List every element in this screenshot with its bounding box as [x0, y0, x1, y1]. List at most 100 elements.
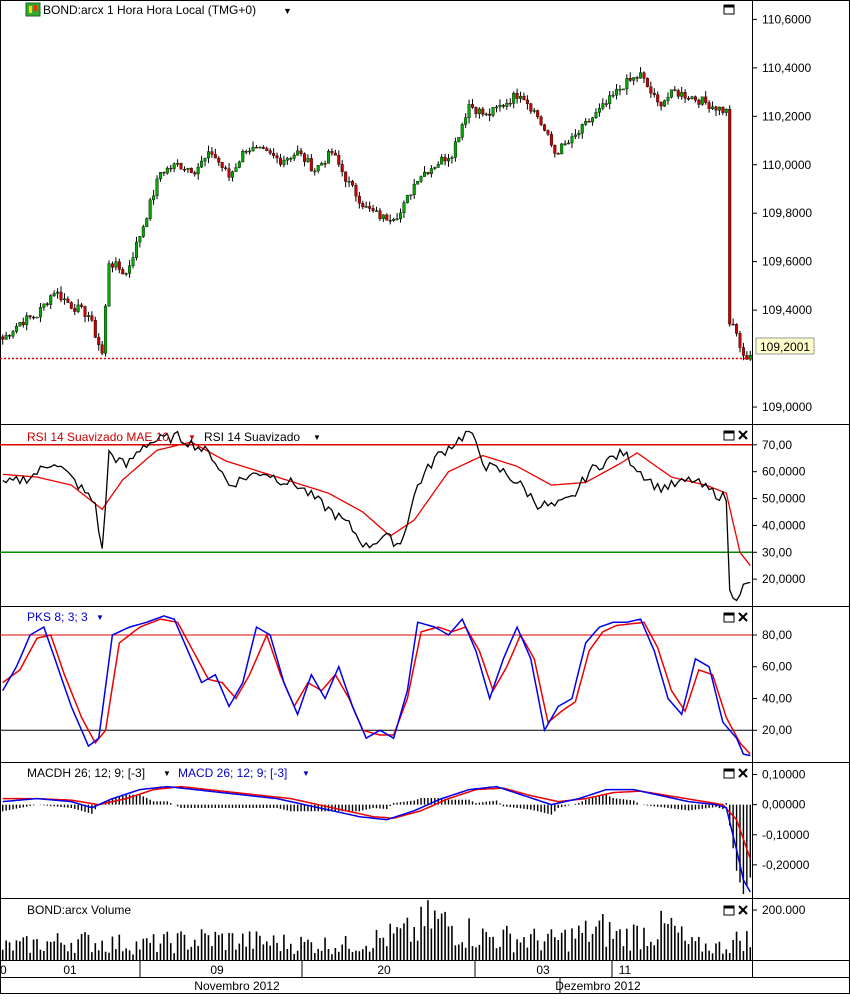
candle [97, 333, 101, 351]
maximize-icon[interactable] [723, 768, 735, 779]
candle-body [611, 94, 615, 97]
candle-body [104, 305, 108, 354]
rsi-panel[interactable]: RSI 14 Suavizado MAE 10 ▼ RSI 14 Suaviza… [0, 430, 806, 602]
candle [124, 272, 128, 277]
pks-panel-header[interactable]: PKS 8; 3; 3 ▼ [27, 610, 104, 624]
candle-body [450, 157, 454, 159]
close-stroke [738, 768, 748, 778]
volume-panel-controls[interactable] [723, 905, 748, 916]
candle [45, 302, 49, 307]
macd-title[interactable]: MACD 26; 12; 9; [-3] [178, 766, 287, 780]
price-panel-header[interactable]: BOND:arcx 1 Hora Hora Local (TMG+0) ▼ [25, 2, 292, 17]
candle [292, 152, 296, 162]
time-axis[interactable]: 01 09 20 03 11 0 Novembro 2012 Dezembro 2012 [0, 961, 641, 994]
rsi-panel-controls[interactable] [723, 430, 748, 441]
candle-body [392, 219, 396, 221]
candle-body [289, 158, 293, 160]
candle [676, 88, 680, 99]
candle-body [302, 153, 306, 162]
volume-title[interactable]: BOND:arcx Volume [27, 903, 131, 917]
candle [532, 107, 536, 114]
candle [628, 72, 632, 82]
close-icon[interactable] [738, 905, 748, 915]
candle-body [158, 172, 162, 180]
macd-panel[interactable]: MACDH 26; 12; 9; [-3] ▼ MACD 26; 12; 9; … [2, 766, 810, 895]
candle [302, 152, 306, 167]
candle-body [148, 199, 152, 219]
candle-body [560, 143, 564, 155]
candle [642, 71, 646, 84]
candle [145, 217, 149, 228]
macd-histogram-title[interactable]: MACDH 26; 12; 9; [-3] [27, 766, 145, 780]
candle [443, 153, 447, 166]
pks-title[interactable]: PKS 8; 3; 3 [27, 610, 88, 624]
candle-body [76, 304, 80, 312]
candle-body [42, 303, 46, 308]
candle-body [488, 113, 492, 116]
candle-body [97, 337, 101, 346]
candle-body [272, 152, 276, 156]
chevron-down-icon[interactable]: ▼ [96, 613, 104, 622]
candle [491, 107, 495, 118]
chevron-down-icon[interactable]: ▼ [302, 769, 310, 778]
candle [683, 89, 687, 103]
chevron-down-icon[interactable]: ▼ [163, 769, 171, 778]
candle-body [388, 220, 392, 222]
macd-panel-header[interactable]: MACDH 26; 12; 9; [-3] ▼ MACD 26; 12; 9; … [27, 766, 310, 780]
candle-body [248, 150, 252, 153]
candle [285, 156, 289, 165]
pks-panel[interactable]: PKS 8; 3; 3 ▼ 80,00 60,00 40,00 20,00 [0, 610, 792, 757]
candle-body [49, 295, 53, 305]
candle-body [649, 86, 653, 94]
close-icon[interactable] [738, 612, 748, 622]
price-y-tick-label: 109,8000 [762, 206, 812, 220]
candle [381, 214, 385, 222]
candle-body [676, 90, 680, 97]
candle-body [155, 178, 159, 197]
last-price-label: 109,2001 [760, 340, 810, 354]
candle [440, 154, 444, 165]
volume-bars [1, 900, 752, 960]
pks-panel-controls[interactable] [723, 612, 748, 623]
candle-body [344, 171, 348, 182]
candle [110, 261, 114, 273]
candle [508, 98, 512, 107]
macd-panel-controls[interactable] [723, 768, 748, 779]
rsi-y-tick-label: 60,0000 [762, 465, 806, 479]
volume-panel[interactable]: BOND:arcx Volume 200.000 [1, 900, 806, 960]
rsi-y-tick-label: 20,0000 [762, 572, 806, 586]
candle [673, 85, 677, 92]
pks-y-tick-label: 60,00 [762, 660, 792, 674]
candle [134, 236, 138, 261]
close-icon[interactable] [738, 430, 748, 440]
maximize-icon[interactable] [723, 430, 735, 441]
rsi-panel-header[interactable]: RSI 14 Suavizado MAE 10 ▼ RSI 14 Suaviza… [27, 430, 321, 444]
candle [738, 330, 742, 353]
rsi-main-title[interactable]: RSI 14 Suavizado [204, 430, 300, 444]
candle-body [361, 203, 365, 208]
macd-histogram [2, 794, 751, 895]
candle-body [282, 159, 286, 165]
candle-body [326, 151, 330, 164]
price-panel[interactable]: BOND:arcx 1 Hora Hora Local (TMG+0) ▼ 11… [0, 2, 815, 414]
rsi-average-line [2, 441, 751, 567]
candle-body [1, 336, 5, 340]
chevron-down-icon[interactable]: ▼ [313, 433, 321, 442]
candle [450, 155, 454, 164]
candle-body [296, 150, 300, 156]
candle [471, 98, 475, 109]
chevron-down-icon[interactable]: ▼ [283, 6, 292, 16]
chevron-down-icon[interactable]: ▼ [188, 433, 196, 442]
price-panel-title[interactable]: BOND:arcx 1 Hora Hora Local (TMG+0) [43, 3, 256, 17]
volume-panel-header[interactable]: BOND:arcx Volume [27, 903, 131, 917]
candle [745, 351, 749, 360]
rsi-average-title[interactable]: RSI 14 Suavizado MAE 10 [27, 430, 169, 444]
maximize-icon[interactable] [723, 905, 735, 916]
candle [282, 155, 286, 168]
close-icon[interactable] [738, 768, 748, 778]
rsi-y-axis: 70,00 60,0000 50,0000 40,0000 30,00 20,0000 [752, 438, 806, 586]
price-panel-maximize-icon[interactable] [723, 4, 735, 15]
maximize-icon[interactable] [723, 612, 735, 623]
candle [453, 137, 457, 162]
